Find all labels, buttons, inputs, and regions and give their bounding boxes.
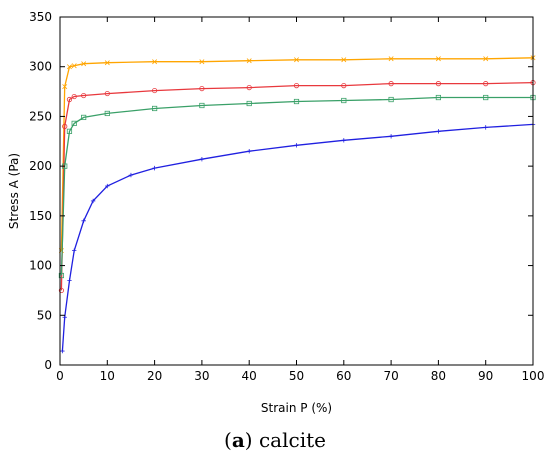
caption-open: (	[224, 428, 232, 452]
series-4-point	[341, 138, 346, 143]
caption-text: calcite	[252, 428, 326, 452]
series-4-point	[81, 218, 86, 224]
series-2-point	[435, 81, 441, 87]
caption-letter: a	[231, 428, 245, 452]
series-1-point	[71, 63, 77, 69]
series-2-point	[66, 96, 73, 103]
series-1-point	[294, 57, 299, 63]
series-2-point	[388, 81, 394, 87]
series-1-point	[152, 59, 158, 65]
x-axis: 0 10 20 30 40 50 60 70 80 90 100	[56, 17, 544, 383]
series-1	[58, 55, 536, 254]
series-1-point	[81, 61, 87, 67]
series-1-point	[388, 56, 394, 62]
y-tick-label: 350	[29, 10, 52, 24]
series-4-point	[388, 134, 394, 139]
x-tick-label: 100	[522, 369, 545, 383]
series-4-point	[152, 165, 157, 171]
series-4-point	[294, 143, 299, 148]
series-4-point	[60, 348, 65, 354]
y-tick-label: 100	[29, 259, 52, 273]
stress-strain-chart: 0 10 20 30 40 50 60 70 80 90 100 0 50 100 150 200 250 30…	[7, 10, 544, 415]
series-1-point	[435, 56, 441, 62]
series-1-point	[62, 84, 68, 90]
x-tick-label: 70	[383, 369, 398, 383]
series-3-point	[388, 96, 394, 103]
series-3-point	[199, 102, 205, 109]
x-tick-label: 50	[289, 369, 304, 383]
series-2-point	[58, 287, 65, 294]
y-tick-label: 200	[29, 159, 52, 173]
series-1-point	[341, 57, 347, 63]
x-axis-label: Strain P (%)	[261, 401, 332, 415]
series-1-point	[483, 56, 489, 62]
series-3-point	[71, 120, 77, 126]
figure-caption: (a) calcite	[0, 420, 550, 460]
series-2	[58, 80, 536, 294]
series-1-point	[104, 60, 110, 66]
x-tick-label: 30	[194, 369, 209, 383]
series-4-point	[128, 172, 134, 178]
series-3-point	[293, 98, 300, 105]
y-tick-label: 50	[37, 308, 52, 322]
series-1-point	[66, 64, 72, 70]
series-2-point	[71, 93, 77, 100]
series-2-point	[152, 87, 158, 94]
y-tick-label: 150	[29, 209, 52, 223]
series-3-point	[246, 100, 252, 107]
plot-frame	[59, 16, 534, 366]
y-tick-label: 250	[29, 109, 52, 123]
series-3-point	[483, 94, 489, 101]
y-tick-label: 300	[29, 60, 52, 74]
series-4-point	[71, 248, 77, 253]
series-2-point	[483, 81, 489, 87]
series-2-point	[81, 92, 87, 99]
series-2-point	[199, 85, 205, 92]
series-4-point	[62, 315, 67, 320]
x-tick-label: 20	[147, 369, 162, 383]
series-2-point	[341, 83, 347, 89]
series-2-line	[60, 81, 534, 291]
series-2-point	[62, 123, 68, 129]
series-3-point	[341, 97, 347, 104]
series-2-point	[246, 84, 252, 91]
series-4-point	[483, 125, 488, 130]
series-3	[58, 94, 536, 279]
series-4-point	[105, 183, 110, 189]
series-layer	[58, 55, 536, 354]
series-3-point	[104, 110, 110, 117]
x-tick-label: 80	[431, 369, 446, 383]
series-2-point	[104, 90, 110, 97]
series-3-point	[58, 272, 65, 279]
x-tick-label: 10	[100, 369, 115, 383]
series-3-point	[66, 128, 73, 134]
x-tick-label: 0	[56, 369, 64, 383]
y-axis: 0 50 100 150 200 250 300 350	[29, 10, 533, 372]
series-3-point	[81, 114, 87, 121]
series-1-point	[199, 59, 205, 65]
y-tick-label: 0	[44, 358, 52, 372]
series-4-line	[61, 123, 534, 352]
series-4-point	[67, 278, 72, 283]
series-4	[60, 122, 536, 354]
series-3-point	[151, 105, 158, 112]
series-2-point	[293, 83, 300, 89]
series-3-line	[60, 96, 533, 276]
series-4-point	[436, 129, 441, 134]
series-4-point	[90, 198, 96, 204]
series-3-point	[435, 94, 442, 101]
x-tick-label: 40	[242, 369, 257, 383]
caption-close: )	[244, 428, 253, 452]
series-1-line	[60, 57, 534, 251]
x-tick-label: 90	[478, 369, 493, 383]
series-4-point	[247, 149, 252, 154]
y-axis-label: Stress A (Pa)	[7, 153, 21, 229]
series-4-point	[199, 156, 205, 162]
x-tick-label: 60	[336, 369, 351, 383]
series-1-point	[246, 58, 252, 64]
